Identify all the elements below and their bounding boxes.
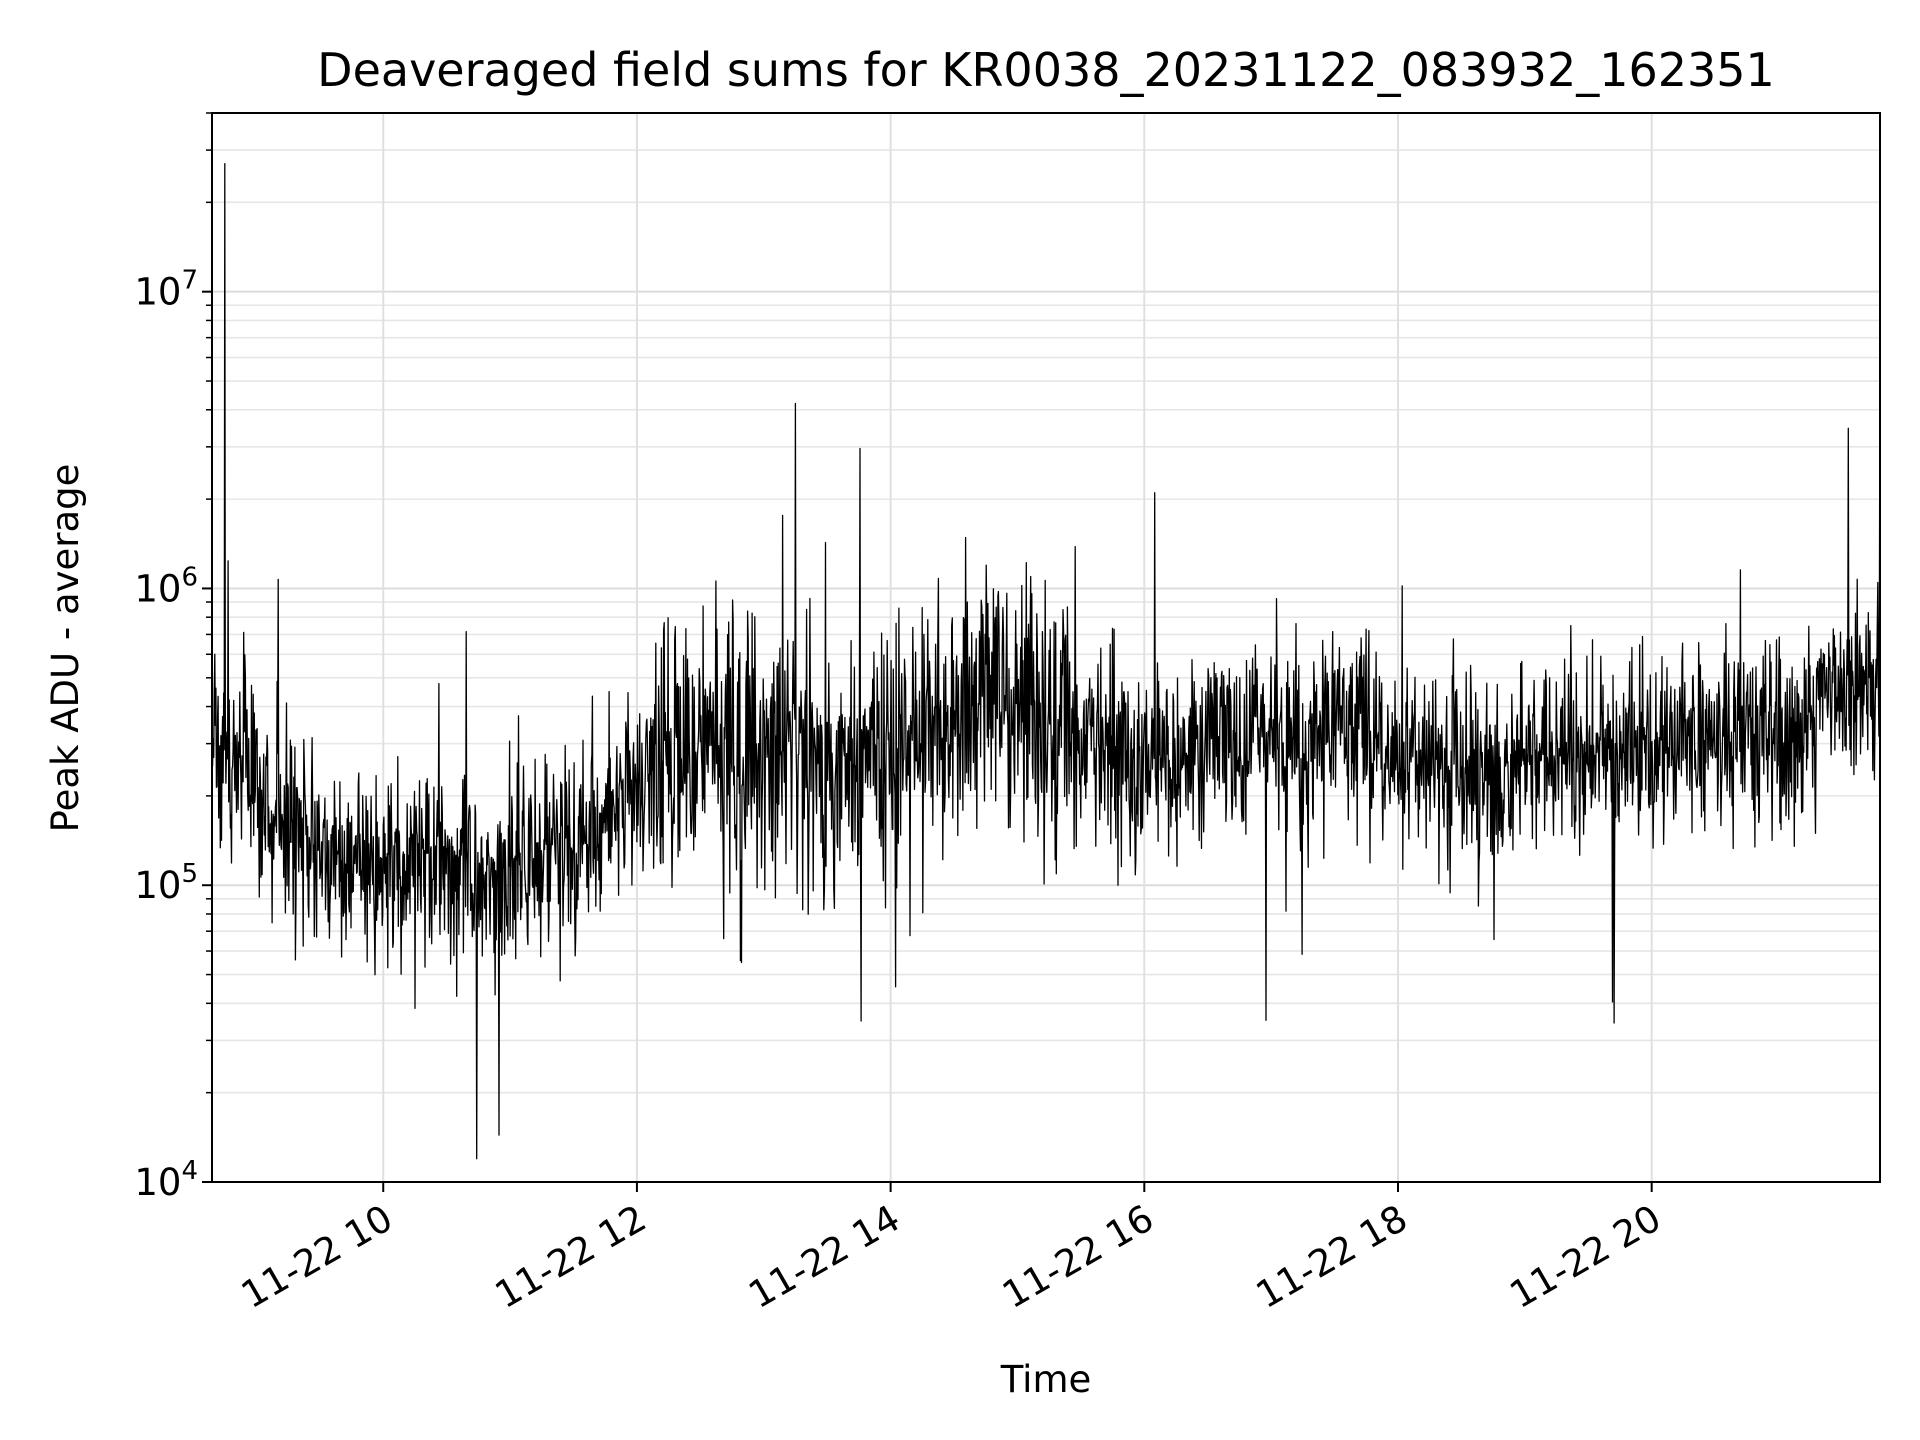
plot-frame (211, 112, 1881, 1183)
y-tick-base: 10 (134, 1161, 181, 1204)
y-tick-exponent: 7 (181, 266, 198, 296)
y-tick-base: 10 (134, 567, 181, 610)
y-tick-label: 105 (134, 859, 198, 907)
y-tick-exponent: 4 (181, 1156, 198, 1186)
y-tick-label: 104 (134, 1156, 198, 1204)
y-tick-base: 10 (134, 271, 181, 314)
chart-title: Deaveraged field sums for KR0038_2023112… (317, 43, 1775, 97)
x-axis-label: Time (1000, 1358, 1092, 1401)
y-tick-label: 107 (134, 266, 198, 314)
series-line (211, 163, 1881, 1160)
y-tick-exponent: 5 (181, 859, 198, 889)
y-tick-exponent: 6 (181, 562, 198, 592)
y-tick-base: 10 (134, 864, 181, 907)
y-axis-label: Peak ADU - average (44, 464, 87, 833)
series-layer (211, 163, 1881, 1160)
y-tick-label: 106 (134, 562, 198, 610)
